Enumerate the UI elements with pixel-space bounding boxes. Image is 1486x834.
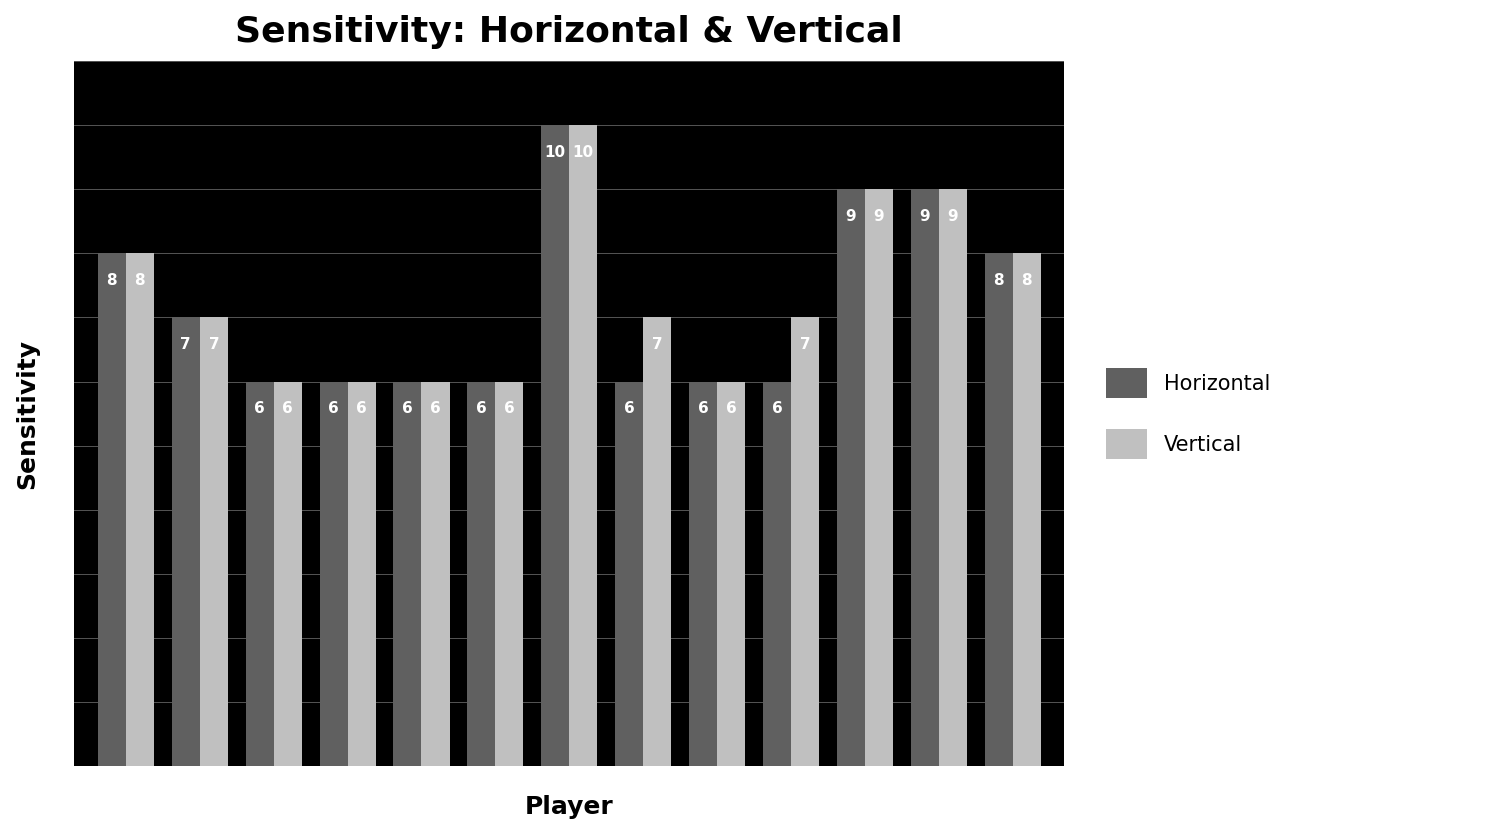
Text: 6: 6 (771, 400, 782, 415)
Bar (690, 381, 718, 766)
Bar (718, 381, 744, 766)
Text: 6: 6 (697, 400, 709, 415)
Text: 6: 6 (254, 400, 265, 415)
Bar (245, 381, 273, 766)
Text: 6: 6 (429, 400, 441, 415)
Bar (1012, 254, 1040, 766)
Bar (643, 318, 672, 766)
Bar (319, 381, 348, 766)
Text: 6: 6 (282, 400, 293, 415)
Text: 6: 6 (357, 400, 367, 415)
Text: 7: 7 (180, 337, 192, 352)
Bar (865, 189, 893, 766)
Legend: Horizontal, Vertical: Horizontal, Vertical (1085, 348, 1291, 480)
Title: Sensitivity: Horizontal & Vertical: Sensitivity: Horizontal & Vertical (235, 15, 903, 49)
Bar (199, 318, 227, 766)
Y-axis label: Sensitivity: Sensitivity (15, 339, 39, 489)
Text: 6: 6 (476, 400, 487, 415)
Bar (495, 381, 523, 766)
Bar (172, 318, 199, 766)
Bar (348, 381, 376, 766)
Bar (126, 254, 155, 766)
Bar (273, 381, 302, 766)
Bar (762, 381, 791, 766)
Text: 7: 7 (208, 337, 218, 352)
Text: 6: 6 (328, 400, 339, 415)
Text: 6: 6 (725, 400, 737, 415)
Text: 9: 9 (846, 208, 856, 224)
Text: 8: 8 (993, 273, 1005, 288)
Bar (569, 125, 597, 766)
Text: 7: 7 (652, 337, 663, 352)
X-axis label: Player: Player (525, 795, 614, 819)
Bar (837, 189, 865, 766)
Bar (985, 254, 1012, 766)
Bar (939, 189, 967, 766)
Bar (791, 318, 819, 766)
Bar (541, 125, 569, 766)
Text: 6: 6 (403, 400, 413, 415)
Bar (615, 381, 643, 766)
Text: 8: 8 (107, 273, 117, 288)
Bar (467, 381, 495, 766)
Text: 6: 6 (624, 400, 635, 415)
Text: 6: 6 (504, 400, 514, 415)
Bar (911, 189, 939, 766)
Text: 8: 8 (135, 273, 146, 288)
Text: 9: 9 (948, 208, 958, 224)
Text: 9: 9 (920, 208, 930, 224)
Bar (422, 381, 450, 766)
Bar (394, 381, 422, 766)
Text: 8: 8 (1021, 273, 1031, 288)
Text: 7: 7 (799, 337, 810, 352)
Bar (98, 254, 126, 766)
Text: 10: 10 (572, 144, 594, 159)
Text: 10: 10 (545, 144, 566, 159)
Text: 9: 9 (874, 208, 884, 224)
